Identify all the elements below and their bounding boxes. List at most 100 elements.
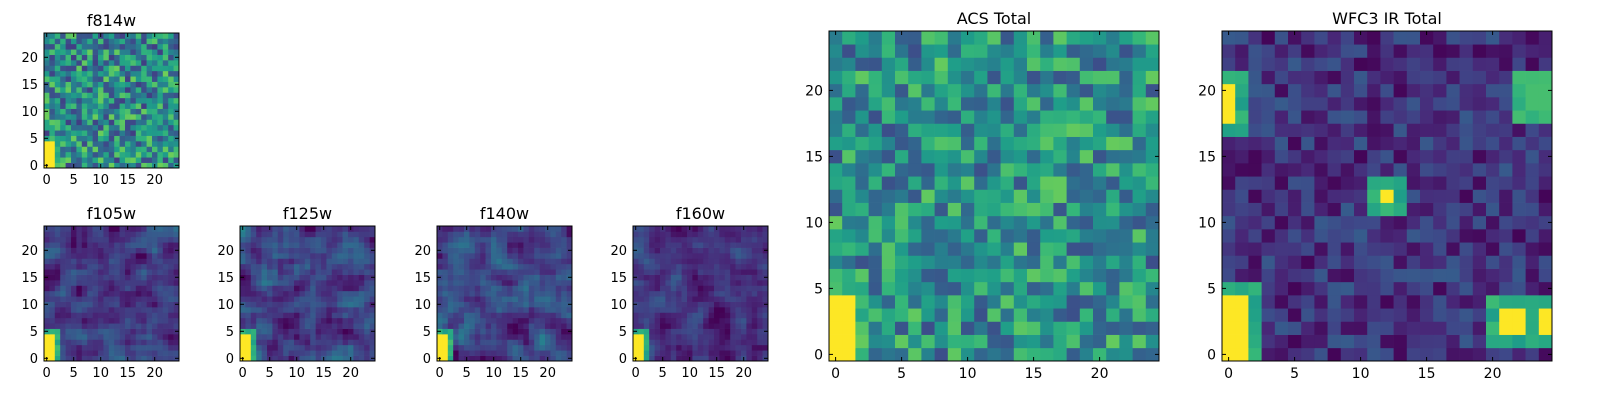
heatmap-cell — [60, 49, 66, 55]
heatmap-cell — [342, 269, 349, 275]
heatmap-cell — [480, 312, 486, 319]
heatmap-cell — [1393, 229, 1408, 243]
heatmap-cell — [299, 236, 306, 243]
heatmap-cell — [76, 355, 83, 362]
heatmap-cell — [741, 285, 747, 292]
heatmap-cell — [1459, 70, 1474, 85]
heatmap-cell — [1472, 163, 1487, 177]
heatmap-cell — [829, 281, 843, 296]
heatmap-cell — [168, 350, 174, 356]
y-tick-label: 10 — [21, 298, 38, 313]
heatmap-cell — [108, 226, 115, 232]
heatmap-cell — [469, 301, 476, 308]
heatmap-cell — [1261, 97, 1276, 111]
heatmap-cell — [135, 285, 142, 292]
chart-title: f140w — [480, 204, 529, 223]
heatmap-cell — [491, 280, 497, 286]
heatmap-cell — [283, 355, 289, 362]
heatmap-cell — [491, 339, 497, 346]
heatmap-cell — [908, 268, 922, 283]
heatmap-cell — [714, 307, 720, 313]
heatmap-cell — [364, 290, 370, 297]
heatmap-cell — [60, 76, 66, 82]
heatmap-cell — [485, 258, 492, 265]
heatmap-cell — [65, 269, 72, 275]
heatmap-cell — [125, 339, 131, 346]
heatmap-cell — [649, 334, 655, 340]
heatmap-cell — [1327, 215, 1342, 230]
heatmap-cell — [464, 339, 470, 346]
heatmap-cell — [1013, 44, 1028, 58]
heatmap-cell — [934, 281, 949, 296]
heatmap-cell — [1027, 242, 1041, 256]
heatmap-cell — [114, 247, 120, 254]
heatmap-cell — [65, 339, 72, 346]
heatmap-cell — [267, 274, 273, 281]
heatmap-cell — [71, 334, 77, 340]
heatmap-cell — [633, 231, 639, 238]
heatmap-cell — [676, 258, 682, 265]
heatmap-cell — [697, 355, 704, 362]
heatmap-cell — [304, 285, 311, 292]
heatmap-cell — [528, 226, 535, 232]
heatmap-cell — [119, 350, 126, 356]
heatmap-cell — [881, 321, 896, 335]
heatmap-cell — [974, 321, 988, 335]
heatmap-cell — [1446, 242, 1460, 256]
heatmap-cell — [168, 334, 174, 340]
heatmap-cell — [1314, 83, 1328, 98]
heatmap-cell — [1314, 189, 1328, 203]
heatmap-cell — [829, 347, 843, 362]
heatmap-cell — [1274, 295, 1289, 309]
heatmap-cell — [81, 312, 88, 319]
heatmap-cell — [1132, 83, 1147, 98]
heatmap-cell — [746, 296, 753, 302]
heatmap-cell — [480, 269, 486, 275]
heatmap-cell — [369, 263, 376, 270]
heatmap-cell — [1261, 163, 1276, 177]
heatmap-cell — [868, 321, 883, 335]
heatmap-cell — [44, 269, 50, 275]
heatmap-cell — [1380, 149, 1394, 164]
heatmap-cell — [261, 317, 268, 324]
heatmap-cell — [54, 258, 61, 265]
heatmap-cell — [173, 87, 180, 93]
heatmap-cell — [987, 321, 1001, 335]
heatmap-cell — [288, 301, 295, 308]
heatmap-cell — [92, 108, 99, 115]
heatmap-cell — [130, 119, 137, 126]
heatmap-cell — [49, 307, 56, 313]
heatmap-cell — [868, 255, 883, 269]
heatmap-cell — [250, 274, 257, 281]
heatmap-cell — [152, 151, 158, 158]
heatmap-cell — [87, 49, 93, 55]
heatmap-cell — [921, 189, 935, 203]
heatmap-cell — [1145, 295, 1160, 309]
heatmap-cell — [1499, 44, 1513, 58]
heatmap-cell — [1027, 268, 1041, 283]
heatmap-cell — [555, 323, 562, 329]
heatmap-cell — [162, 231, 169, 238]
heatmap-cell — [369, 307, 376, 313]
heatmap-cell — [1274, 136, 1289, 151]
heatmap-cell — [746, 253, 753, 259]
heatmap-cell — [1106, 123, 1120, 137]
heatmap-cell — [1040, 44, 1054, 58]
heatmap-cell — [643, 350, 650, 356]
chart-title: f160w — [676, 204, 725, 223]
heatmap-cell — [1235, 97, 1249, 111]
heatmap-cell — [108, 60, 115, 66]
heatmap-cell — [1538, 215, 1553, 230]
heatmap-cell — [1261, 149, 1276, 164]
heatmap-cell — [1367, 176, 1381, 190]
heatmap-cell — [326, 253, 333, 259]
heatmap-cell — [141, 76, 147, 82]
heatmap-cell — [240, 285, 246, 292]
heatmap-cell — [1235, 229, 1249, 243]
heatmap-cell — [353, 236, 360, 243]
heatmap-cell — [114, 253, 120, 259]
heatmap-cell — [65, 38, 72, 45]
heatmap-cell — [491, 247, 497, 254]
heatmap-cell — [442, 280, 449, 286]
heatmap-cell — [168, 135, 174, 142]
